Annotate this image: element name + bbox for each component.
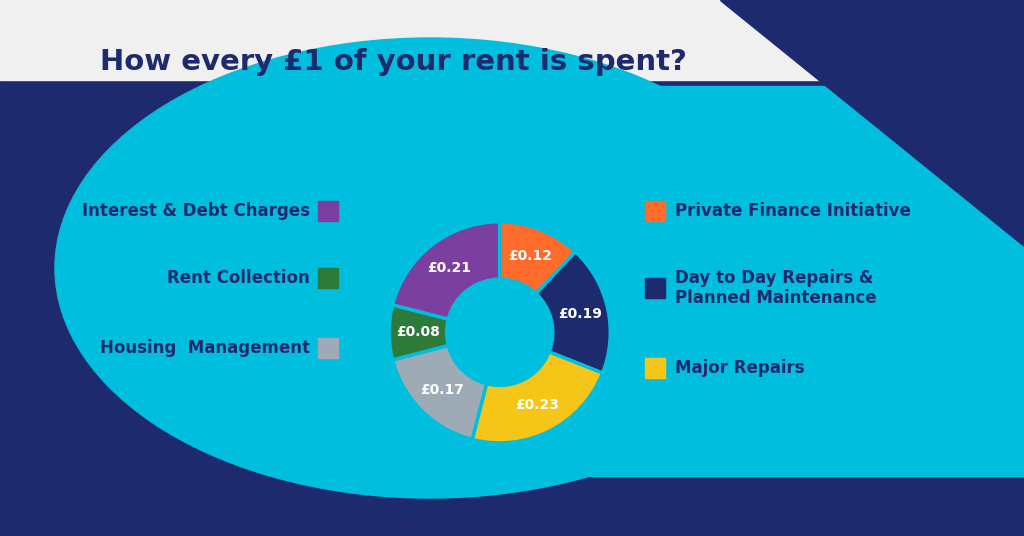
Text: £0.08: £0.08 [396, 325, 440, 339]
Text: £0.19: £0.19 [558, 308, 601, 322]
Bar [430, 86, 1024, 476]
Bar [0, 0, 1024, 80]
Text: Major Repairs: Major Repairs [675, 359, 805, 377]
Bar [318, 201, 338, 221]
Bar [645, 278, 665, 298]
Text: How every £1 of your rent is spent?: How every £1 of your rent is spent? [100, 48, 687, 76]
Text: £0.21: £0.21 [428, 260, 472, 274]
Wedge shape [392, 222, 500, 319]
Wedge shape [536, 252, 610, 373]
Text: £0.12: £0.12 [508, 249, 552, 263]
Bar [645, 358, 665, 378]
Polygon shape [780, 0, 1024, 186]
Bar [645, 201, 665, 221]
Bar [318, 338, 338, 358]
Bar [318, 268, 338, 288]
Polygon shape [720, 0, 1024, 246]
Text: Housing  Management: Housing Management [100, 339, 310, 357]
Text: Interest & Debt Charges: Interest & Debt Charges [82, 202, 310, 220]
Wedge shape [392, 346, 486, 440]
Wedge shape [472, 352, 602, 443]
Text: Day to Day Repairs &
Planned Maintenance: Day to Day Repairs & Planned Maintenance [675, 269, 877, 308]
Text: £0.17: £0.17 [420, 383, 464, 397]
Text: Private Finance Initiative: Private Finance Initiative [675, 202, 911, 220]
Text: £0.23: £0.23 [515, 398, 559, 412]
Wedge shape [500, 222, 575, 294]
Text: Rent Collection: Rent Collection [167, 269, 310, 287]
Wedge shape [389, 305, 449, 360]
Ellipse shape [55, 38, 805, 498]
